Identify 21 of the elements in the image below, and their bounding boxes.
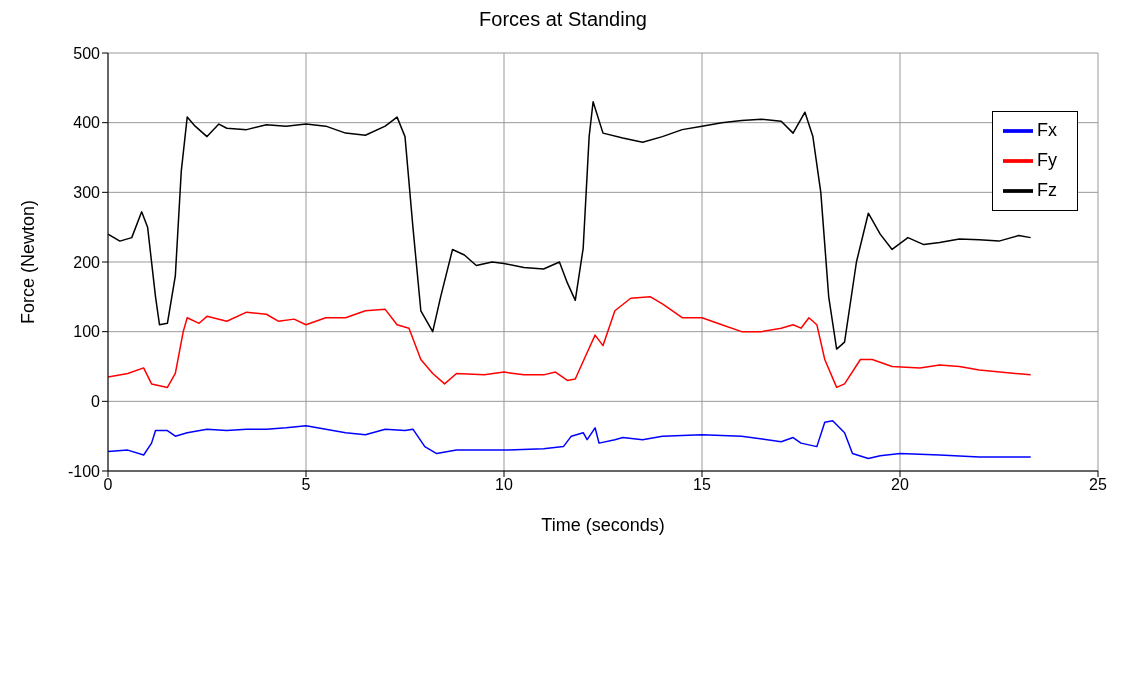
y-tick-label: 100 <box>73 323 101 341</box>
x-tick-label: 0 <box>103 476 113 494</box>
y-tick-label: 400 <box>73 114 101 132</box>
y-tick-label: 200 <box>73 253 101 271</box>
x-tick-label: 25 <box>1089 476 1107 494</box>
chart-title: Forces at Standing <box>478 8 648 31</box>
y-tick-label: -100 <box>67 462 101 480</box>
y-tick-label: 500 <box>73 44 101 62</box>
x-axis-title: Time (seconds) <box>541 515 665 535</box>
y-tick-label: 300 <box>73 184 101 202</box>
line-series <box>108 296 1032 389</box>
legend-label: Fz <box>1037 179 1057 200</box>
legend-label: Fy <box>1037 149 1057 170</box>
x-tick-label: 15 <box>693 476 711 494</box>
x-tick-label: 5 <box>301 476 311 494</box>
y-tick-label: 0 <box>91 393 101 411</box>
line-series <box>108 420 1032 460</box>
x-tick-label: 20 <box>891 476 909 494</box>
x-tick-label: 10 <box>495 476 513 494</box>
y-axis-title: Force (Newton) <box>18 199 39 325</box>
legend-label: Fx <box>1037 119 1057 140</box>
